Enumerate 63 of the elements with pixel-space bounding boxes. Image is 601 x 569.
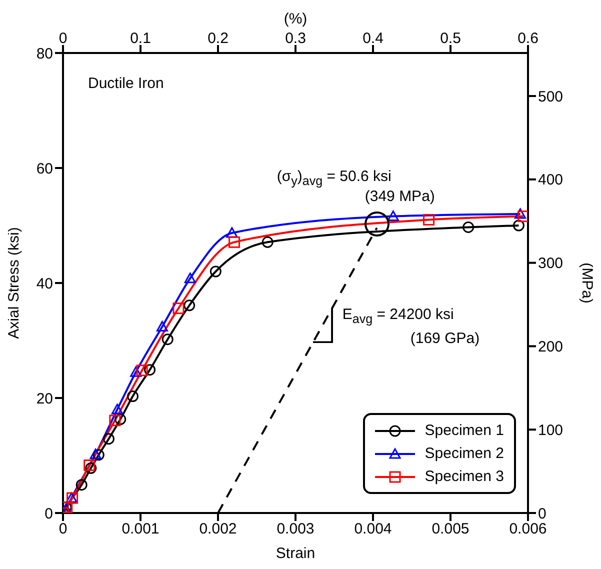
point bbox=[162, 334, 174, 346]
y-tick-label: 20 bbox=[36, 390, 53, 408]
x-tick-label: 0.002 bbox=[199, 520, 237, 538]
x-tick-label: 0.001 bbox=[122, 520, 160, 538]
point bbox=[172, 302, 184, 314]
y-tick-label: 40 bbox=[36, 275, 53, 292]
x-tick-label: 0.004 bbox=[354, 520, 392, 538]
x2-tick-label: 0.1 bbox=[130, 30, 151, 47]
point bbox=[112, 404, 123, 414]
point bbox=[512, 220, 524, 232]
point bbox=[423, 214, 435, 226]
point bbox=[210, 266, 222, 278]
point bbox=[114, 414, 126, 426]
point bbox=[387, 210, 399, 222]
point bbox=[514, 208, 526, 219]
x-tick-label: 0.006 bbox=[509, 520, 547, 538]
annotation: (169 GPa) bbox=[410, 330, 480, 347]
x-axis-title: Strain bbox=[276, 545, 316, 562]
legend-label: Specimen 1 bbox=[424, 421, 504, 441]
point bbox=[262, 236, 274, 248]
point bbox=[462, 221, 474, 233]
point bbox=[144, 364, 156, 376]
x-tick-label: 0.003 bbox=[276, 520, 314, 538]
x2-tick-label: 0.3 bbox=[285, 30, 306, 47]
y2-tick-label: 500 bbox=[538, 88, 564, 106]
point bbox=[102, 433, 114, 445]
legend-label: Specimen 3 bbox=[424, 467, 504, 487]
point bbox=[109, 414, 121, 426]
legend-label: Specimen 2 bbox=[424, 444, 504, 464]
point bbox=[90, 448, 102, 460]
x2-axis-title: (%) bbox=[284, 10, 308, 28]
annotation: (349 MPa) bbox=[364, 188, 435, 206]
point bbox=[518, 210, 528, 222]
y2-tick-label: 400 bbox=[538, 172, 564, 189]
point bbox=[127, 390, 138, 402]
point bbox=[184, 300, 196, 312]
y-tick-label: 0 bbox=[44, 505, 53, 522]
x2-tick-label: 0 bbox=[58, 30, 68, 47]
point bbox=[184, 272, 196, 284]
x2-tick-label: 0.5 bbox=[440, 30, 461, 47]
point bbox=[76, 479, 88, 491]
x2-tick-label: 0.6 bbox=[518, 30, 538, 47]
x2-tick-label: 0.2 bbox=[208, 30, 228, 47]
annotation: E$_{avg}$ = 24200 ksi bbox=[342, 306, 454, 326]
point bbox=[92, 449, 104, 461]
annotation: Ductile Iron bbox=[88, 75, 164, 92]
y2-tick-label: 0 bbox=[538, 505, 546, 522]
point bbox=[130, 366, 142, 377]
annotation: (σ$_{y}$)$_{avg}$ = 50.6 ksi bbox=[276, 168, 392, 188]
y2-tick-label: 200 bbox=[538, 338, 564, 356]
y2-tick-label: 100 bbox=[538, 422, 564, 439]
point bbox=[228, 236, 240, 248]
y-tick-label: 60 bbox=[36, 160, 53, 178]
point bbox=[156, 320, 168, 332]
point bbox=[136, 364, 148, 376]
x2-tick-label: 0.4 bbox=[362, 30, 384, 47]
point bbox=[226, 227, 238, 238]
y-tick-label: 80 bbox=[36, 45, 53, 62]
y2-tick-label: 300 bbox=[538, 255, 564, 272]
point bbox=[85, 462, 97, 474]
x-tick-label: 0.005 bbox=[432, 520, 470, 538]
point bbox=[84, 460, 96, 472]
x-tick-label: 0 bbox=[58, 520, 68, 538]
